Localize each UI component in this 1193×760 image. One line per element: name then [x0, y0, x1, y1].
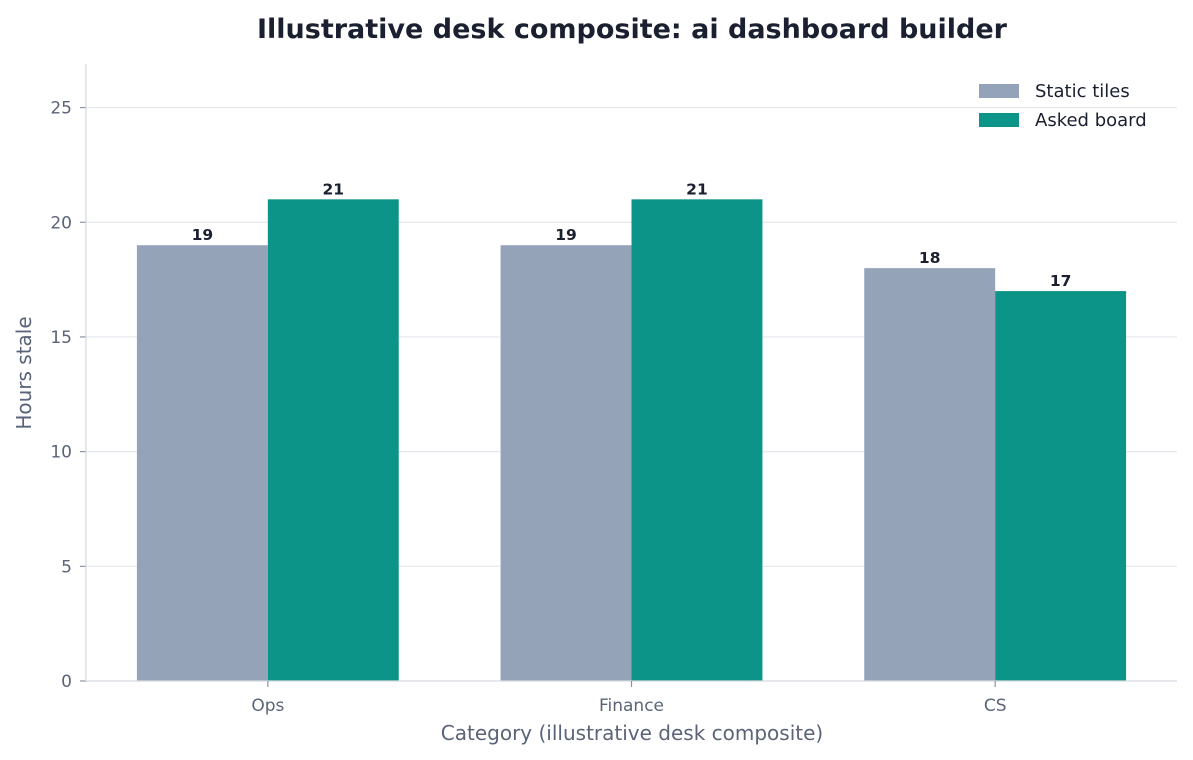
legend-label: Static tiles [1035, 81, 1130, 102]
legend-swatch [979, 113, 1019, 127]
bar [136, 245, 268, 681]
x-tick-label: Finance [599, 696, 664, 716]
bar [500, 245, 632, 681]
bar [267, 199, 399, 681]
legend: Static tiles Asked board [979, 81, 1147, 131]
bar [864, 268, 996, 681]
y-tick-label: 10 [50, 443, 72, 463]
bar-value-label: 21 [323, 180, 345, 198]
value-labels: 19 21 19 21 18 17 [192, 180, 1072, 290]
y-tick-label: 25 [50, 99, 72, 119]
y-axis-label: Hours stale [12, 316, 36, 429]
chart-title: Illustrative desk composite: ai dashboar… [257, 14, 1008, 45]
x-axis-label: Category (illustrative desk composite) [441, 721, 823, 745]
bars [136, 199, 1127, 681]
x-tick-label: Ops [251, 696, 284, 716]
y-tick-label: 5 [61, 557, 72, 577]
bar [631, 199, 763, 681]
legend-label: Asked board [1035, 110, 1147, 131]
y-tick-label: 0 [61, 672, 72, 692]
bar-value-label: 19 [555, 226, 577, 244]
bar-value-label: 21 [686, 180, 708, 198]
bar-value-label: 18 [919, 249, 941, 267]
legend-swatch [979, 84, 1019, 98]
axes: 0 5 10 15 20 25 Ops Finance CS [50, 64, 1177, 716]
bar-value-label: 17 [1050, 272, 1072, 290]
y-tick-label: 15 [50, 328, 72, 348]
bar-value-label: 19 [192, 226, 214, 244]
y-tick-label: 20 [50, 213, 72, 233]
x-tick-label: CS [984, 696, 1007, 716]
bar [995, 291, 1127, 681]
